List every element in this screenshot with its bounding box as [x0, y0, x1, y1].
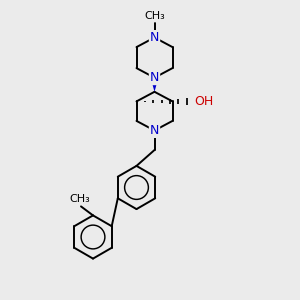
Text: CH₃: CH₃ [69, 194, 90, 204]
Text: N: N [150, 124, 159, 137]
Text: N: N [150, 71, 159, 84]
Text: CH₃: CH₃ [144, 11, 165, 21]
Text: N: N [150, 31, 159, 44]
Polygon shape [151, 78, 158, 92]
Text: OH: OH [195, 95, 214, 108]
